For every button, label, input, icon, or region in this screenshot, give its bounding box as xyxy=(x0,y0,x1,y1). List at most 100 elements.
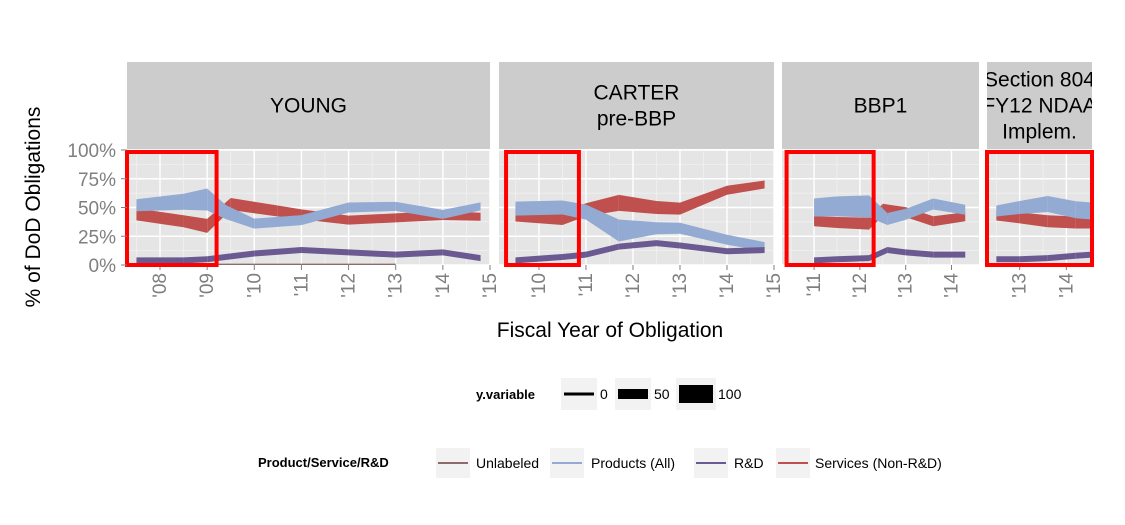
series-group xyxy=(814,195,966,264)
facet-strip-label: BBP1 xyxy=(854,95,908,118)
x-tick-label: '12 xyxy=(623,273,644,298)
line-segment xyxy=(348,249,396,258)
series-products-all xyxy=(814,195,966,225)
highlight-box xyxy=(504,150,581,267)
line-segment xyxy=(814,196,837,217)
x-tick-label: '10 xyxy=(529,273,550,298)
line-segment xyxy=(1019,212,1048,228)
y-axis-title: % of DoD Obligations xyxy=(22,107,45,308)
line-segment xyxy=(515,253,563,264)
facet-strip xyxy=(499,62,774,149)
line-segment xyxy=(207,263,255,265)
series-products-all xyxy=(136,188,481,229)
x-tick-label: '12 xyxy=(339,273,360,298)
line-segment xyxy=(1075,216,1092,229)
x-tick-label: '09 xyxy=(197,273,218,298)
line-segment xyxy=(301,202,349,226)
line-segment xyxy=(996,256,1020,263)
series-products-all xyxy=(515,200,765,252)
line-segment xyxy=(726,180,765,195)
line-segment xyxy=(905,198,934,220)
line-segment xyxy=(814,256,837,264)
line-segment xyxy=(1019,255,1048,263)
line-segment xyxy=(679,185,727,215)
line-segment xyxy=(836,255,870,263)
series-r-d xyxy=(136,247,481,264)
size-legend-label: 0 xyxy=(600,386,608,402)
size-legend-title: y.variable xyxy=(476,387,535,402)
y-axis: 0% 25% 50% 75% 100% xyxy=(67,141,127,277)
x-tick-label: '13 xyxy=(1010,273,1031,298)
line-segment xyxy=(183,188,208,211)
x-tick-label: '15 xyxy=(480,273,501,298)
line-segment xyxy=(905,249,934,258)
x-tick-label: '11 xyxy=(576,273,597,296)
x-tick-label: '13 xyxy=(386,273,407,298)
series-products-all xyxy=(996,196,1092,220)
series-group xyxy=(136,188,481,265)
line-segment xyxy=(442,202,481,219)
line-segment xyxy=(254,215,302,229)
color-legend-label: Services (Non-R&D) xyxy=(815,455,942,471)
facet-panel-4: Section 804 FY12 NDAA Implem. '13 '14 xyxy=(982,62,1096,298)
line-segment xyxy=(183,215,208,233)
line-segment xyxy=(301,247,349,256)
facet-strip-label: Implem. xyxy=(1002,121,1077,144)
line-segment xyxy=(254,247,302,257)
line-segment xyxy=(679,222,727,245)
line-segment xyxy=(348,263,396,265)
facet-strip-label: YOUNG xyxy=(270,95,347,118)
line-segment xyxy=(933,251,966,258)
series-group xyxy=(515,180,765,264)
line-segment xyxy=(618,194,657,214)
y-tick-label: 50% xyxy=(78,199,116,220)
facet-panel-1: YOUNG '08 '09 '10 '11 '12 '13 '14 '15 xyxy=(125,62,501,298)
x-tick-label: '14 xyxy=(433,273,454,298)
x-tick-label: '12 xyxy=(850,273,871,298)
line-segment xyxy=(656,222,680,235)
line-segment xyxy=(933,212,966,227)
color-legend-label: Products (All) xyxy=(591,455,675,471)
line-segment xyxy=(515,200,563,216)
line-segment xyxy=(887,247,906,256)
x-tick-label: '11 xyxy=(804,273,825,296)
x-axis-title: Fiscal Year of Obligation xyxy=(497,319,723,342)
x-tick-label: '14 xyxy=(942,273,963,298)
line-segment xyxy=(996,201,1020,217)
line-segment xyxy=(585,204,619,242)
line-segment xyxy=(618,240,657,250)
size-legend-swatch xyxy=(618,389,648,399)
highlight-box xyxy=(985,150,1094,267)
line-segment xyxy=(254,263,302,265)
line-segment xyxy=(1075,251,1092,259)
x-tick-label: '10 xyxy=(244,273,265,298)
line-segment xyxy=(726,247,765,255)
line-segment xyxy=(442,249,481,262)
line-segment xyxy=(136,208,184,228)
x-tick-label: '14 xyxy=(1056,273,1077,298)
series-unlabeled xyxy=(207,263,396,265)
x-tick-label: '14 xyxy=(717,273,738,298)
x-tick-label: '13 xyxy=(670,273,691,298)
line-segment xyxy=(207,250,255,263)
facet-panel-3: BBP1 '11 '12 '13 '14 xyxy=(782,62,979,298)
line-segment xyxy=(136,193,184,212)
line-segment xyxy=(814,216,837,228)
size-legend-swatch xyxy=(564,392,594,396)
line-segment xyxy=(183,256,208,264)
x-tick-label: '08 xyxy=(150,273,171,298)
line-segment xyxy=(395,249,443,258)
x-tick-label: '11 xyxy=(291,273,312,296)
line-segment xyxy=(679,242,727,255)
series-r-d xyxy=(996,251,1092,263)
line-segment xyxy=(136,257,184,264)
line-segment xyxy=(1075,201,1092,220)
facet-panels: YOUNG '08 '09 '10 '11 '12 '13 '14 '15 CARTER pre-B… xyxy=(125,62,1096,298)
color-legend-title: Product/Service/R&D xyxy=(258,455,389,470)
highlight-box xyxy=(784,150,876,267)
facet-strip xyxy=(782,62,979,149)
line-segment xyxy=(230,198,278,217)
facet-strip-label: FY12 NDAA xyxy=(982,95,1096,118)
facet-panel-2: CARTER pre-BBP '10 '11 '12 '13 '14 '15 xyxy=(499,62,785,298)
highlight-box xyxy=(125,150,219,267)
